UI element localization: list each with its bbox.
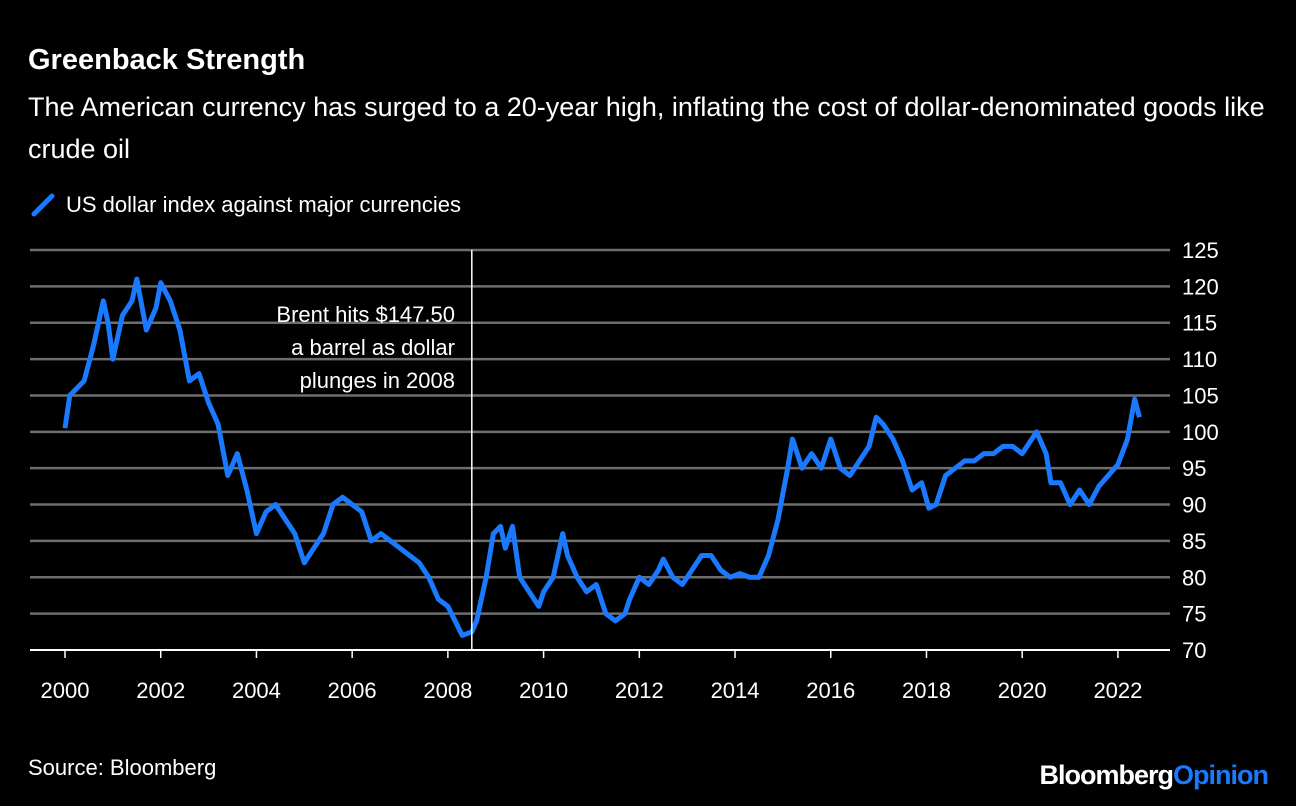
y-tick-label: 70 <box>1182 638 1206 663</box>
x-tick-label: 2008 <box>423 678 472 703</box>
x-tick-label: 2006 <box>328 678 377 703</box>
x-tick-label: 2014 <box>711 678 760 703</box>
legend-label: US dollar index against major currencies <box>66 192 461 217</box>
y-tick-label: 125 <box>1182 238 1219 263</box>
x-tick-label: 2004 <box>232 678 281 703</box>
y-tick-label: 120 <box>1182 274 1219 299</box>
y-tick-label: 110 <box>1182 347 1217 372</box>
series-line <box>62 276 1142 638</box>
y-tick-label: 100 <box>1182 420 1219 445</box>
x-tick-label: 2016 <box>806 678 855 703</box>
annotation-text: plunges in 2008 <box>300 368 455 393</box>
x-tick-label: 2012 <box>615 678 664 703</box>
annotation-text: a barrel as dollar <box>291 335 455 360</box>
x-tick-label: 2022 <box>1093 678 1142 703</box>
x-tick-label: 2010 <box>519 678 568 703</box>
chart-title: Greenback Strength <box>28 44 306 76</box>
bloomberg-opinion-logo: BloombergOpinion <box>1039 760 1269 790</box>
chart-subtitle: The American currency has surged to a 20… <box>28 92 1265 164</box>
y-tick-label: 105 <box>1182 383 1219 408</box>
y-tick-label: 90 <box>1182 493 1206 518</box>
y-tick-label: 95 <box>1182 456 1206 481</box>
y-tick-label: 85 <box>1182 529 1206 554</box>
y-tick-label: 115 <box>1182 311 1217 336</box>
annotation-text: Brent hits $147.50 <box>276 302 455 327</box>
x-tick-label: 2018 <box>902 678 951 703</box>
x-tick-label: 2020 <box>998 678 1047 703</box>
x-tick-label: 2002 <box>136 678 185 703</box>
source-note: Source: Bloomberg <box>28 755 217 780</box>
y-tick-label: 80 <box>1182 565 1206 590</box>
legend-swatch-icon <box>31 193 55 217</box>
x-tick-label: 2000 <box>41 678 90 703</box>
y-tick-label: 75 <box>1182 602 1206 627</box>
legend: US dollar index against major currencies <box>30 192 461 218</box>
